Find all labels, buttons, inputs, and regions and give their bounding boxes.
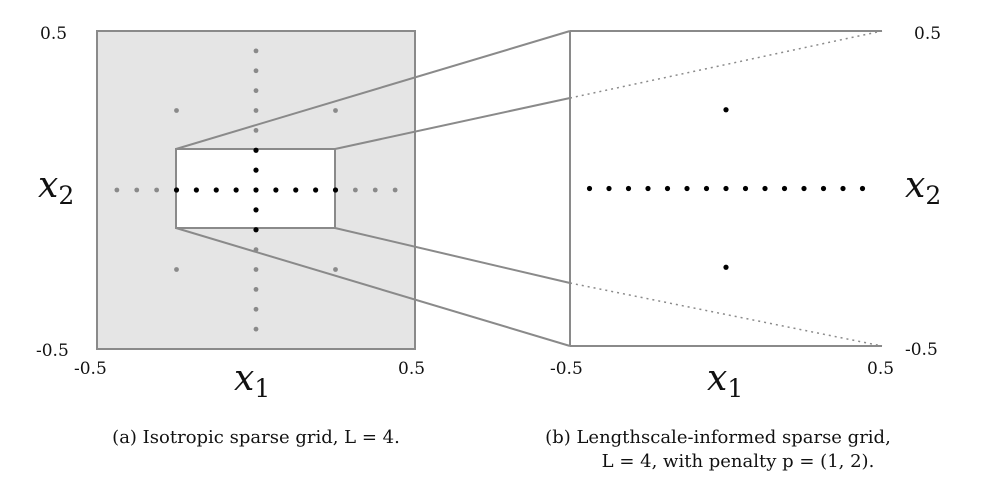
connector-bottom-outer — [175, 227, 571, 347]
panel-b: 0.5 -0.5 -0.5 0.5 x2 x1 (b) Lengthscale-… — [545, 24, 941, 472]
panel-b-grid-point — [645, 185, 651, 192]
panel-b-grid-point — [586, 185, 593, 192]
panel-a-grid-point — [253, 286, 259, 292]
panel-a-grid-point — [154, 187, 160, 193]
panel-b-xlabel-sub: 1 — [727, 374, 743, 403]
panel-a-tick-xmin: -0.5 — [74, 359, 107, 379]
panel-a-ylabel-sub: 2 — [58, 181, 74, 210]
panel-a-grid-point — [253, 127, 259, 133]
zoom-connectors — [175, 30, 571, 347]
panel-a-grid-point — [253, 267, 259, 272]
panel-b-grid-point — [723, 107, 729, 113]
panel-a-grid-point — [253, 108, 259, 113]
panel-a-grid-point — [392, 187, 398, 193]
panel-b-grid-point — [742, 185, 749, 192]
panel-a-highlight-point — [173, 187, 180, 193]
panel-b-ylabel-sub: 2 — [925, 181, 941, 210]
panel-b-grid-point — [606, 185, 612, 192]
panel-b-grid-point — [723, 264, 729, 270]
panel-a-ylabel: x2 — [38, 165, 74, 210]
panel-b-grid-points — [586, 107, 866, 270]
panel-b-grid-point — [801, 185, 807, 192]
panel-a-highlight-point — [253, 227, 259, 233]
panel-b-tick-xmax: 0.5 — [867, 359, 894, 379]
panel-a-grid-point — [333, 267, 338, 272]
panel-a-xlabel: x1 — [234, 358, 270, 403]
panel-b-grid-point — [840, 185, 846, 192]
panel-a-highlight-point — [253, 207, 259, 213]
panel-a-highlight-points — [173, 147, 339, 233]
connector-bottom-inner — [334, 227, 571, 284]
panel-b-grid-point — [859, 185, 866, 192]
panel-a-grid-point — [253, 88, 259, 94]
panel-b-caption-line2: L = 4, with penalty p = (1, 2). — [602, 451, 875, 472]
panel-a-frame — [96, 30, 416, 350]
panel-a-grid-point — [253, 68, 259, 74]
panel-a-xlabel-sub: 1 — [254, 374, 270, 403]
panel-a-grid-point — [253, 306, 259, 312]
panel-b-xlabel-var: x — [707, 358, 727, 399]
panel-a-highlight-point — [293, 187, 299, 193]
panel-a-tick-ymin: -0.5 — [36, 341, 69, 361]
panel-a-highlight-point — [193, 187, 199, 193]
panel-a-caption: (a) Isotropic sparse grid, L = 4. — [112, 427, 400, 448]
panel-b-grid-point — [781, 185, 788, 192]
panel-b-dotted-bottom — [569, 282, 883, 347]
panel-a-grid-point — [352, 187, 358, 193]
panel-b-grid-point — [723, 185, 729, 192]
panel-b-caption-line1: (b) Lengthscale-informed sparse grid, — [545, 427, 891, 448]
panel-b-grid-point — [703, 185, 710, 192]
panel-b-grid-point — [684, 185, 690, 192]
panel-a-highlight-point — [253, 187, 259, 193]
panel-b-tick-ymin: -0.5 — [905, 340, 938, 360]
panel-b-ylabel-var: x — [905, 165, 925, 206]
panel-a-grid-point — [134, 187, 140, 193]
panel-a: 0.5 -0.5 -0.5 0.5 x2 x1 (a) Isotropic sp… — [36, 24, 425, 448]
panel-b-tick-xmin: -0.5 — [550, 359, 583, 379]
panel-a-highlight-point — [273, 187, 279, 193]
panel-b-grid-point — [625, 185, 632, 192]
panel-b-grid-point — [762, 185, 768, 192]
panel-b-grid-point — [820, 185, 827, 192]
panel-b-dotted-top — [569, 30, 883, 99]
panel-b-xlabel: x1 — [707, 358, 743, 403]
connector-top-outer — [175, 30, 571, 150]
panel-a-highlight-point — [233, 187, 239, 193]
panel-a-grid-point — [333, 108, 338, 113]
panel-a-grid-point — [253, 326, 259, 332]
panel-a-highlight-point — [253, 167, 259, 173]
panel-a-grid-point — [174, 108, 179, 113]
panel-a-highlight-point — [253, 147, 259, 153]
panel-a-highlight-point — [313, 187, 319, 193]
panel-b-grid-point — [664, 185, 671, 192]
panel-a-tick-ymax: 0.5 — [40, 24, 67, 44]
panel-a-highlight-point — [332, 187, 339, 193]
panel-b-tick-ymax: 0.5 — [914, 24, 941, 44]
panel-a-grid-point — [372, 187, 378, 193]
panel-a-grid-points — [114, 48, 398, 332]
panel-a-grid-point — [114, 187, 120, 193]
connector-top-inner — [334, 97, 571, 150]
panel-a-ylabel-var: x — [38, 165, 58, 206]
panel-a-tick-xmax: 0.5 — [398, 359, 425, 379]
panel-a-grid-point — [253, 48, 259, 54]
panel-b-ylabel: x2 — [905, 165, 941, 210]
panel-a-highlight-point — [213, 187, 219, 193]
panel-a-grid-point — [174, 267, 179, 272]
panel-a-xlabel-var: x — [234, 358, 254, 399]
